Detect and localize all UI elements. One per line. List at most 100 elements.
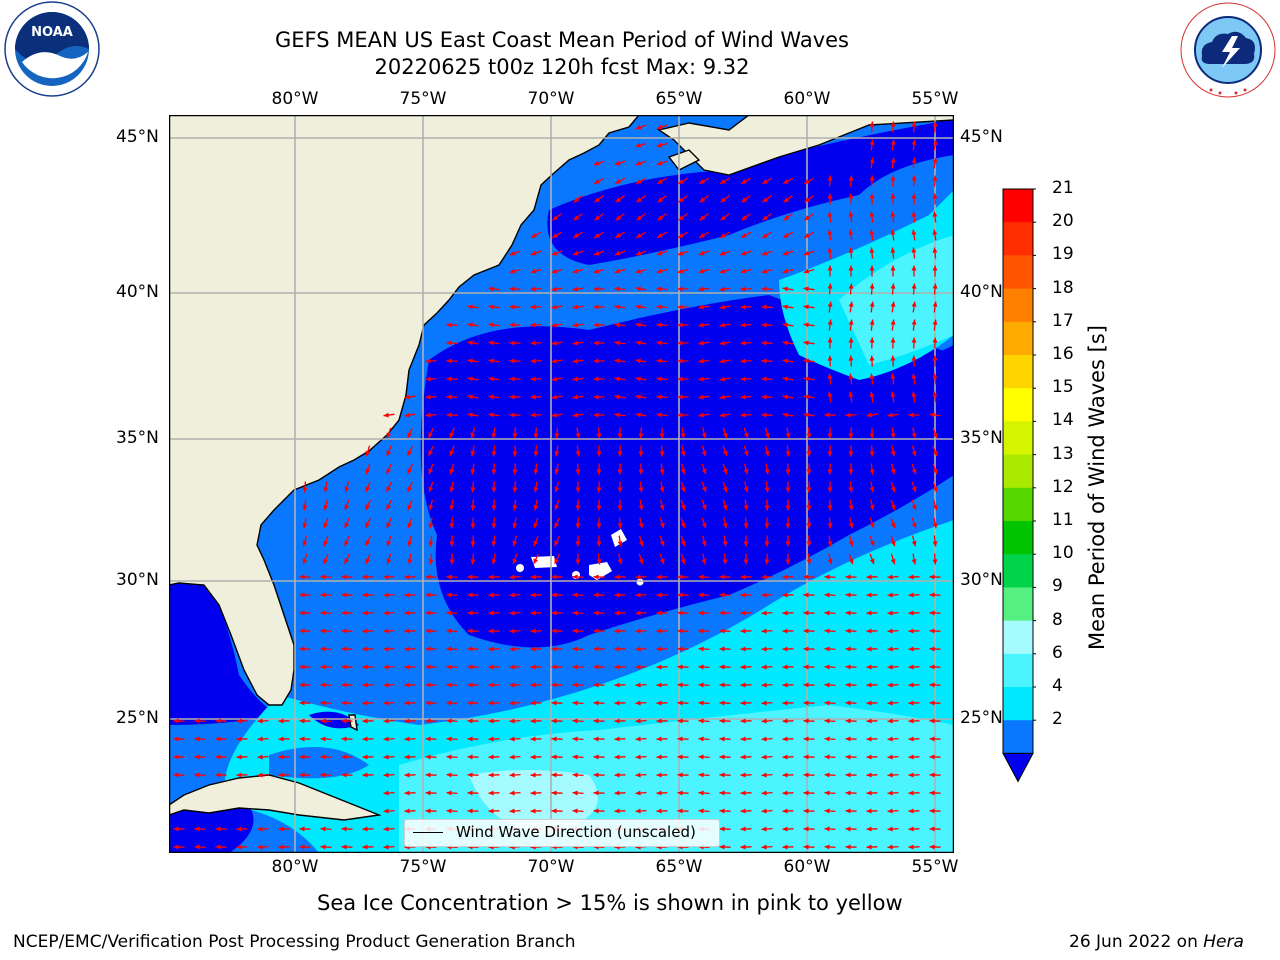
colorbar-tick-label: 19	[1052, 244, 1074, 265]
wave-direction-arrowhead	[470, 505, 476, 511]
wave-direction-arrowhead	[804, 197, 811, 203]
wave-direction-arrowhead	[782, 376, 788, 382]
wave-direction-arrowhead	[929, 826, 935, 832]
wave-direction-arrowhead	[596, 505, 602, 511]
wave-direction-arrowhead	[425, 574, 431, 580]
wave-direction-arrowhead	[551, 772, 557, 778]
wave-direction-arrowhead	[824, 610, 830, 616]
wave-direction-arrowhead	[761, 376, 767, 382]
wave-direction-arrowhead	[869, 193, 875, 199]
colorbar-tick-label: 16	[1052, 344, 1074, 364]
wave-direction-arrowhead	[509, 304, 515, 310]
wave-direction-arrowhead	[761, 844, 767, 850]
wave-direction-arrowhead	[698, 394, 704, 400]
wave-direction-arrowhead	[890, 486, 896, 493]
wave-direction-arrowhead	[887, 646, 893, 652]
colorbar-extend-triangle	[1002, 752, 1034, 783]
wave-direction-arrowhead	[932, 504, 938, 511]
wave-direction-arrowhead	[320, 646, 326, 652]
wave-direction-arrowhead	[509, 610, 515, 616]
wave-direction-arrowhead	[215, 826, 221, 832]
wave-direction-arrowhead	[635, 286, 641, 292]
wave-direction-arrowhead	[302, 523, 308, 529]
wave-direction-arrowhead	[677, 340, 683, 346]
wave-direction-arrowhead	[761, 790, 767, 796]
wave-direction-arrowhead	[470, 469, 476, 475]
wave-direction-arrowhead	[341, 772, 347, 778]
wave-direction-arrowhead	[908, 700, 914, 706]
wave-direction-arrowhead	[866, 646, 872, 652]
wave-direction-arrowhead	[803, 268, 810, 274]
wave-direction-arrowhead	[698, 574, 704, 580]
wave-direction-arrowhead	[740, 772, 746, 778]
wave-direction-arrowhead	[866, 664, 872, 670]
wave-direction-arrowhead	[764, 487, 770, 493]
wave-direction-arrowhead	[741, 215, 748, 221]
wave-direction-arrowhead	[740, 682, 746, 688]
wave-direction-arrowhead	[449, 505, 455, 511]
wave-direction-arrowhead	[491, 541, 497, 547]
wave-direction-arrowhead	[407, 522, 413, 529]
wave-direction-arrowhead	[678, 215, 685, 221]
wave-direction-arrowhead	[593, 628, 599, 634]
wave-direction-arrowhead	[827, 211, 833, 217]
wave-direction-arrowhead	[467, 322, 473, 328]
wave-direction-arrowhead	[785, 541, 791, 547]
wave-direction-arrowhead	[657, 179, 663, 184]
wave-direction-arrowhead	[783, 215, 790, 221]
wave-direction-arrowhead	[740, 394, 746, 400]
wave-direction-arrowhead	[383, 682, 389, 688]
wave-direction-arrowhead	[890, 355, 896, 361]
wave-direction-arrowhead	[551, 718, 557, 724]
wave-direction-arrowhead	[552, 215, 559, 221]
wave-direction-arrowhead	[824, 646, 830, 652]
wave-direction-arrowhead	[530, 646, 536, 652]
wave-direction-arrowhead	[236, 754, 242, 760]
wave-direction-arrowhead	[869, 451, 875, 457]
wave-direction-arrowhead	[572, 376, 578, 382]
wave-direction-arrowhead	[425, 358, 431, 364]
colorbar-segment	[1003, 421, 1033, 456]
wave-direction-arrowhead	[530, 808, 536, 814]
wave-direction-arrowhead	[845, 826, 851, 832]
wave-direction-arrowhead	[743, 559, 749, 565]
wave-direction-arrowhead	[572, 646, 578, 652]
colorbar-segment	[1003, 255, 1033, 290]
wave-direction-arrowhead	[740, 340, 746, 346]
wave-direction-arrowhead	[593, 772, 599, 778]
wave-direction-arrowhead	[656, 700, 662, 706]
wave-direction-arrowhead	[908, 736, 914, 742]
wave-direction-arrowhead	[719, 286, 725, 292]
wave-direction-arrowhead	[425, 628, 431, 634]
wave-direction-arrowhead	[890, 157, 896, 163]
wave-direction-arrowhead	[659, 540, 665, 547]
wave-direction-arrowhead	[890, 139, 896, 145]
wave-direction-arrowhead	[761, 772, 767, 778]
wave-direction-arrowhead	[911, 319, 917, 325]
wave-direction-arrowhead	[638, 523, 644, 529]
wave-direction-arrowhead	[299, 664, 305, 670]
wave-direction-arrowhead	[593, 376, 599, 382]
wave-direction-arrowhead	[320, 610, 326, 616]
wave-direction-arrowhead	[407, 468, 412, 474]
wave-direction-arrowhead	[911, 450, 917, 457]
wave-direction-arrowhead	[908, 844, 914, 850]
wave-direction-arrowhead	[824, 412, 830, 418]
wave-direction-arrowhead	[383, 826, 389, 832]
wave-direction-arrowhead	[614, 682, 620, 688]
wave-direction-arrowhead	[635, 160, 642, 166]
wave-direction-arrowhead	[449, 450, 455, 457]
wave-direction-arrowhead	[215, 844, 221, 850]
wave-direction-arrowhead	[932, 301, 938, 307]
wave-direction-arrowhead	[638, 487, 644, 493]
wave-direction-arrowhead	[341, 700, 347, 706]
wave-direction-arrowhead	[572, 736, 578, 742]
wave-direction-arrowhead	[762, 197, 769, 203]
lat-label-left-35n: 35°N	[116, 428, 159, 448]
wave-direction-arrowhead	[257, 844, 263, 850]
wave-direction-arrowhead	[594, 215, 601, 221]
wave-direction-arrowhead	[761, 394, 767, 400]
wave-direction-arrowhead	[446, 682, 452, 688]
wave-direction-arrowhead	[638, 505, 644, 511]
lat-label-left-25n: 25°N	[116, 708, 159, 728]
